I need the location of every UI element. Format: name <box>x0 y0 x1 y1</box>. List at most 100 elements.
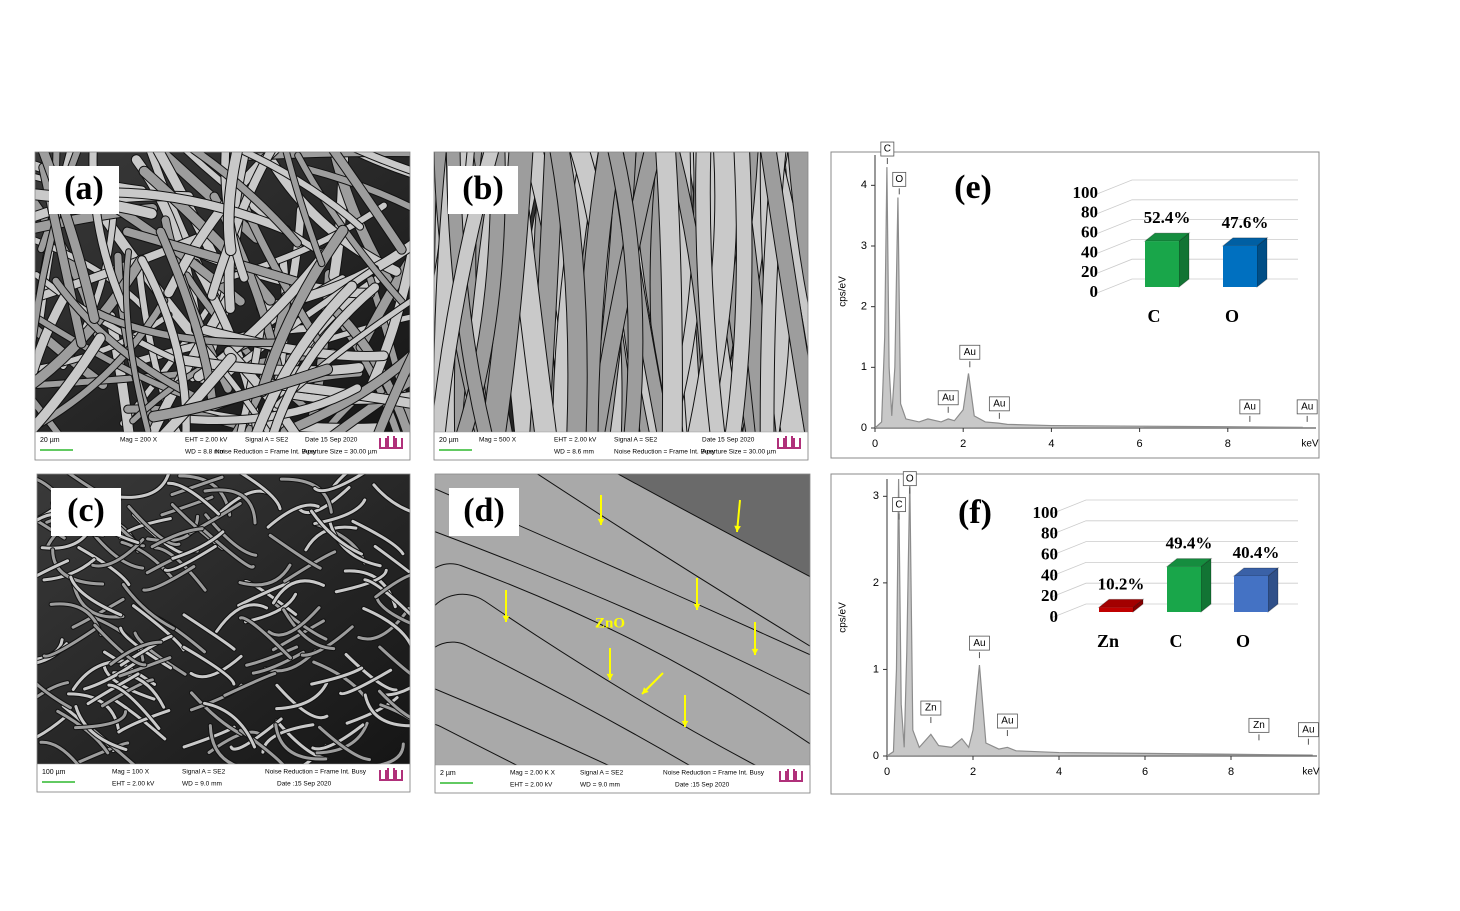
fiber <box>245 645 299 667</box>
arrow-head <box>693 603 701 610</box>
chart-frame <box>830 151 1320 459</box>
peak-label: Au <box>1001 716 1013 727</box>
fiber <box>163 544 217 572</box>
info-text: EHT = 2.00 kV <box>554 437 597 444</box>
fiber <box>77 546 131 587</box>
peak-label: O <box>906 473 914 484</box>
grid-line <box>1096 199 1298 215</box>
logo <box>777 436 801 449</box>
panel-border <box>34 151 411 461</box>
fiber <box>42 558 96 582</box>
fiber <box>123 249 151 432</box>
category-label: C <box>1170 631 1183 651</box>
info-text: Noise Reduction = Frame Int. Busy <box>614 449 716 456</box>
fiber <box>170 475 224 497</box>
bar <box>1167 566 1201 612</box>
fiber <box>39 740 80 764</box>
fiber <box>83 662 137 691</box>
peak-label: Au <box>964 347 976 358</box>
fiber <box>339 668 393 696</box>
grid-line <box>1050 582 1298 598</box>
sem-image <box>35 152 410 432</box>
y-tick-label: 0 <box>1050 607 1059 626</box>
fiber <box>203 701 256 749</box>
fiber <box>317 725 371 762</box>
info-text: Mag = 200 X <box>120 437 158 444</box>
info-text: Signal A = SE2 <box>245 437 289 444</box>
fiber <box>274 723 328 761</box>
fiber <box>52 277 198 400</box>
fiber <box>237 581 291 608</box>
value-label: 10.2% <box>1098 574 1145 593</box>
info-text: Noise Reduction = Frame Int. Busy <box>215 449 317 456</box>
fiber-shadow <box>434 152 448 401</box>
fiber <box>182 645 236 686</box>
fiber <box>257 225 348 397</box>
bar <box>1234 575 1268 612</box>
fiber <box>86 672 140 706</box>
peak-label: O <box>895 174 903 185</box>
arrow-head <box>502 615 510 622</box>
y-tick-label: 100 <box>1033 503 1059 522</box>
grid-line <box>1050 520 1298 536</box>
info-text: Signal A = SE2 <box>182 769 226 776</box>
info-text: Aperture Size = 30.00 µm <box>702 449 776 456</box>
peak-label-box <box>880 141 895 157</box>
fiber <box>154 152 262 243</box>
info-text: Signal A = SE2 <box>580 770 624 777</box>
spectrum <box>887 478 1313 756</box>
peak-label: Au <box>1301 402 1313 413</box>
fiber <box>725 152 752 432</box>
peak-label-box <box>1248 717 1270 733</box>
fiber <box>146 514 200 543</box>
fiber <box>275 683 329 720</box>
info-text: WD = 8.8 mm <box>185 449 225 456</box>
arrow-head <box>606 673 614 680</box>
logo <box>779 769 803 782</box>
fiber <box>74 710 128 730</box>
fiber <box>328 521 382 568</box>
fiber <box>304 166 410 211</box>
info-text: Date :15 Sep 2020 <box>675 782 730 789</box>
panel-label: (e) <box>954 169 992 206</box>
peak-label: Zn <box>925 703 937 714</box>
fiber <box>239 474 282 511</box>
x-tick-label: 6 <box>1142 766 1148 778</box>
category-label: O <box>1225 306 1239 326</box>
info-text: Aperture Size = 30.00 µm <box>303 449 377 456</box>
fiber <box>37 559 70 578</box>
info-text: Mag = 100 X <box>112 769 150 776</box>
peak-label: C <box>884 144 891 155</box>
fiber <box>788 152 808 301</box>
fiber <box>107 683 161 730</box>
fiber <box>283 152 325 267</box>
peak-label-box <box>988 396 1010 412</box>
fiber <box>434 152 447 392</box>
fiber <box>310 666 364 686</box>
y-tick-label: 1 <box>861 361 867 373</box>
fiber <box>51 548 105 586</box>
scale-bar-label: 20 µm <box>439 437 459 444</box>
fiber <box>282 608 336 651</box>
y-tick-label: 40 <box>1041 565 1058 584</box>
fiber <box>35 288 71 380</box>
fiber <box>372 483 410 513</box>
info-text: EHT = 2.00 kV <box>510 782 553 789</box>
y-tick-label: 80 <box>1081 203 1098 222</box>
fiber <box>588 152 661 432</box>
x-tick-label: 2 <box>960 438 966 450</box>
bar <box>1223 245 1257 287</box>
x-tick-label: 8 <box>1228 766 1234 778</box>
fiber <box>435 642 688 765</box>
fiber <box>201 528 255 569</box>
peak-label-box <box>959 344 981 360</box>
peak-label: Zn <box>1253 720 1265 731</box>
fiber <box>160 353 236 432</box>
fiber <box>189 654 243 679</box>
fiber <box>357 606 410 641</box>
fiber <box>656 152 682 432</box>
fiber <box>117 709 171 734</box>
fiber <box>297 485 351 514</box>
panel-label: (c) <box>67 492 105 529</box>
